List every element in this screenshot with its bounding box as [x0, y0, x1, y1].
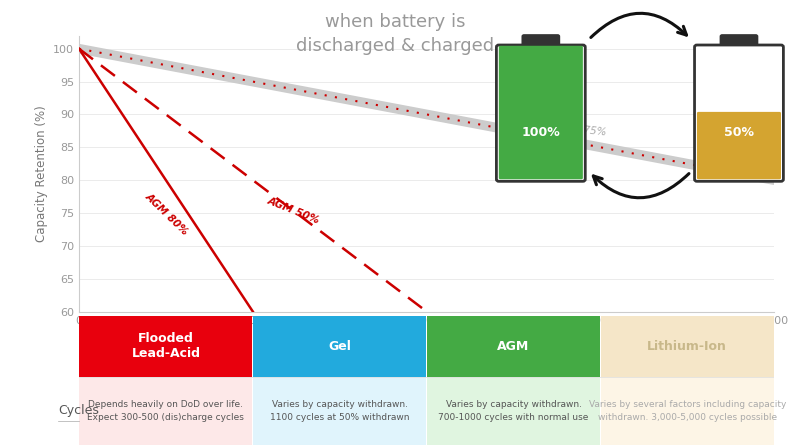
Text: Depends heavily on DoD over life.
Expect 300-500 (dis)charge cycles: Depends heavily on DoD over life. Expect… — [88, 400, 244, 421]
Text: 50%: 50% — [724, 126, 754, 139]
Text: AGM 50%: AGM 50% — [266, 196, 321, 226]
Text: Varies by capacity withdrawn.
700-1000 cycles with normal use: Varies by capacity withdrawn. 700-1000 c… — [438, 400, 589, 421]
Text: AGM 80%: AGM 80% — [144, 191, 190, 236]
Text: when battery is
discharged & charged: when battery is discharged & charged — [296, 13, 494, 55]
Text: Lithium 75%: Lithium 75% — [541, 121, 608, 138]
Text: AGM 30%: AGM 30% — [496, 141, 552, 156]
Bar — [600, 316, 774, 376]
Text: AGM: AGM — [498, 340, 529, 353]
Text: Varies by several factors including capacity
withdrawn. 3,000-5,000 cycles possi: Varies by several factors including capa… — [589, 400, 786, 421]
Bar — [427, 316, 600, 376]
Text: Gel: Gel — [329, 340, 351, 353]
FancyBboxPatch shape — [697, 112, 781, 179]
Bar — [79, 316, 253, 376]
FancyBboxPatch shape — [496, 45, 585, 181]
Bar — [79, 376, 253, 445]
Text: Flooded
Lead-Acid: Flooded Lead-Acid — [131, 332, 201, 360]
FancyBboxPatch shape — [694, 45, 784, 181]
Text: Cycles: Cycles — [58, 405, 99, 417]
Text: 100%: 100% — [521, 126, 560, 139]
Text: Lithium-Ion: Lithium-Ion — [647, 340, 728, 353]
FancyBboxPatch shape — [720, 35, 758, 49]
Bar — [253, 316, 427, 376]
FancyBboxPatch shape — [498, 46, 583, 179]
Y-axis label: Capacity Retention (%): Capacity Retention (%) — [35, 105, 47, 242]
Bar — [427, 376, 600, 445]
FancyBboxPatch shape — [522, 35, 559, 49]
Bar — [253, 376, 427, 445]
Text: Varies by capacity withdrawn.
1100 cycles at 50% withdrawn: Varies by capacity withdrawn. 1100 cycle… — [270, 400, 409, 421]
Bar — [600, 376, 774, 445]
